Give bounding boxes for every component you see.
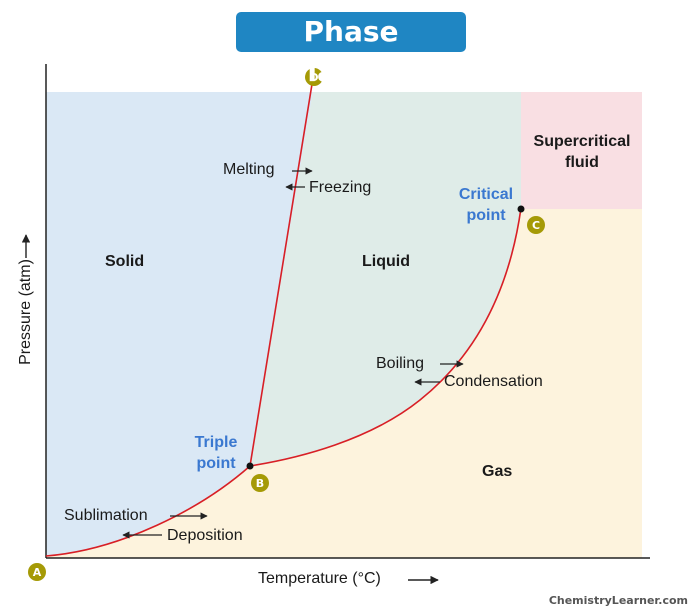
supercritical-label-line1: Supercritical <box>533 133 631 150</box>
triple-point-label: Triple point <box>190 432 242 474</box>
vaporization-curve <box>249 207 522 467</box>
triple-point-label-line2: point <box>196 455 236 472</box>
triple-point-dot <box>246 462 254 470</box>
title-badge: Phase Diagram <box>236 12 466 88</box>
marker-a: A <box>28 563 46 581</box>
marker-c: C <box>527 216 545 234</box>
supercritical-region <box>521 92 642 209</box>
y-axis-label: Pressure (atm) <box>17 259 34 365</box>
svg-text:D: D <box>309 71 318 84</box>
melting-label: Melting <box>223 161 275 178</box>
gas-label: Gas <box>482 463 513 480</box>
critical-point-dot <box>517 205 525 213</box>
critical-point-label: Critical point <box>452 184 520 226</box>
svg-text:C: C <box>532 219 540 232</box>
critical-point-label-line2: point <box>466 207 506 224</box>
watermark: ChemistryLearner.com <box>548 594 688 607</box>
supercritical-label: Supercritical fluid <box>527 131 637 173</box>
solid-region <box>46 92 313 556</box>
critical-point-label-line1: Critical <box>458 186 514 203</box>
marker-b: B <box>251 474 269 492</box>
svg-text:B: B <box>256 477 264 490</box>
x-axis-label: Temperature (°C) <box>258 570 381 587</box>
sublimation-label: Sublimation <box>64 507 148 524</box>
marker-d: D <box>305 68 323 86</box>
melting-curve <box>249 77 314 467</box>
sublimation-curve <box>45 465 251 557</box>
svg-text:A: A <box>33 566 42 579</box>
liquid-label: Liquid <box>362 253 410 270</box>
triple-point-label-line1: Triple <box>194 434 238 451</box>
liquid-region <box>250 92 521 466</box>
condensation-label: Condensation <box>444 373 543 390</box>
freezing-label: Freezing <box>309 179 372 196</box>
solid-label: Solid <box>105 253 145 270</box>
supercritical-label-line2: fluid <box>565 154 599 171</box>
boiling-label: Boiling <box>376 355 425 372</box>
deposition-label: Deposition <box>167 527 243 544</box>
